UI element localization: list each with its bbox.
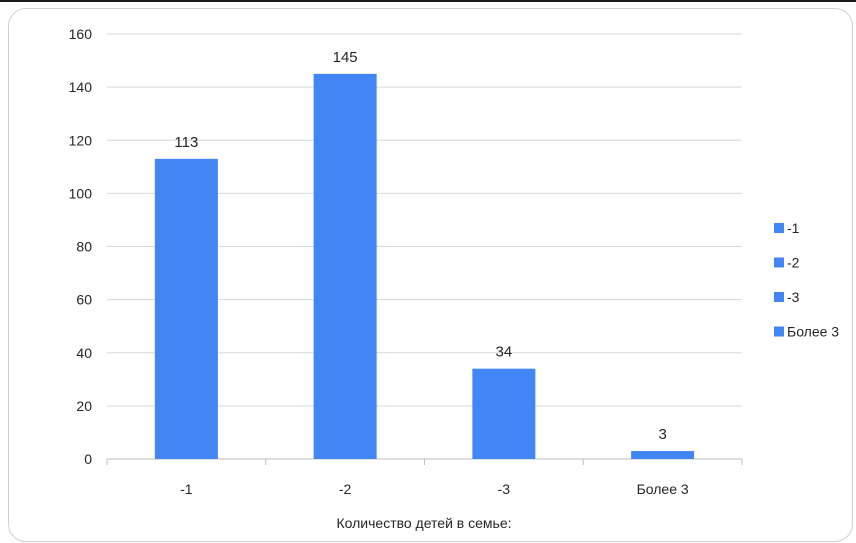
data-label: 34: [496, 344, 513, 361]
legend-label: -3: [787, 289, 800, 305]
bar: [154, 158, 218, 459]
legend: -1 -2 -3 Более 3: [774, 220, 839, 340]
bar: [631, 451, 695, 459]
data-label: 3: [658, 426, 666, 443]
y-tick-label: 40: [76, 345, 92, 361]
data-label: 113: [174, 134, 198, 151]
y-axis-ticks: 0 20 40 60 80 100 120 140 160: [69, 26, 93, 467]
x-tick-label: -2: [339, 481, 352, 497]
legend-swatch: [774, 326, 784, 337]
y-tick-label: 0: [84, 451, 92, 467]
legend-label: -2: [787, 255, 800, 271]
x-axis-title: Количество детей в семье:: [336, 515, 511, 531]
legend-label: -1: [787, 220, 800, 236]
y-tick-label: 140: [69, 79, 93, 95]
legend-label: Более 3: [787, 324, 839, 340]
top-border-line: [0, 0, 856, 2]
legend-swatch: [774, 257, 784, 268]
chart-frame: [8, 8, 853, 542]
y-tick-label: 120: [69, 132, 93, 148]
legend-swatch: [774, 223, 784, 233]
y-tick-label: 20: [76, 398, 92, 414]
y-tick-label: 80: [76, 239, 92, 255]
x-tick-label: Более 3: [637, 481, 689, 497]
x-axis-ticks: -1 -2 -3 Более 3: [180, 481, 689, 497]
bar: [472, 368, 536, 459]
x-axis: [106, 458, 743, 465]
x-tick-label: -1: [180, 481, 193, 497]
data-labels: 113 145 34 3: [174, 49, 666, 443]
bar: [313, 73, 377, 459]
data-label: 145: [333, 49, 358, 66]
y-tick-label: 60: [76, 292, 92, 308]
x-tick-label: -3: [498, 481, 511, 497]
bars: [154, 73, 695, 459]
y-tick-label: 100: [69, 185, 93, 201]
y-tick-label: 160: [69, 26, 93, 42]
legend-swatch: [774, 292, 784, 302]
